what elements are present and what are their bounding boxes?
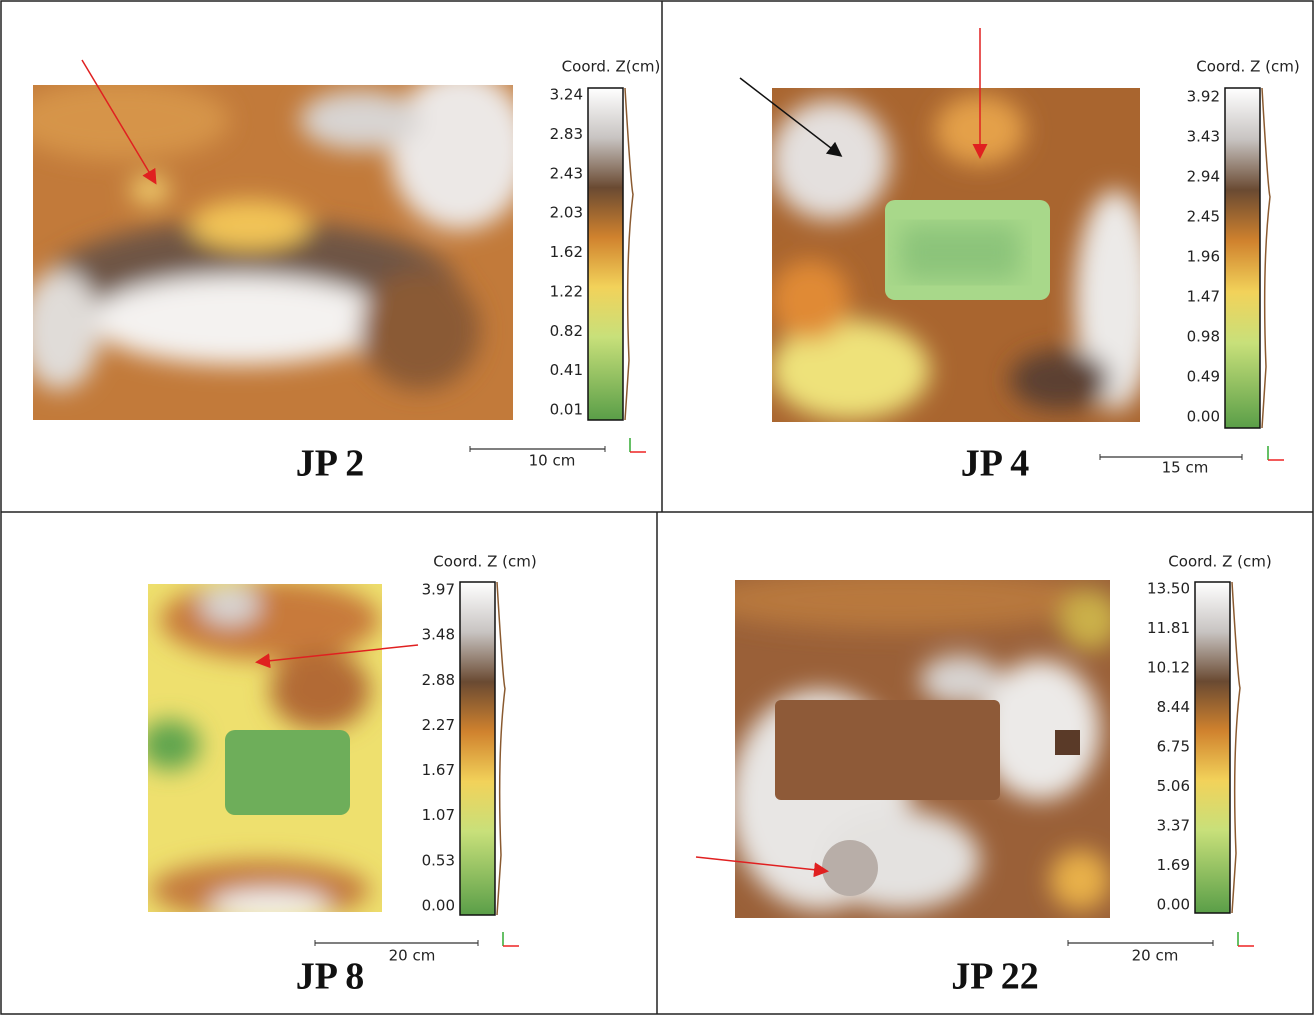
scale-tick: 3.43: [1187, 128, 1220, 146]
scale-tick: 2.27: [422, 716, 455, 734]
scale-tick: 0.41: [550, 361, 583, 379]
panel-label: JP 2: [296, 443, 365, 485]
scale-tick: 0.98: [1187, 328, 1220, 346]
height-map: [700, 570, 1120, 918]
scale-tick: 1.22: [550, 282, 583, 300]
scale-tick: 2.88: [422, 671, 455, 689]
scale-title: Coord. Z (cm): [433, 553, 536, 571]
scale-tick: 3.92: [1187, 88, 1220, 106]
scale-tick: 6.75: [1157, 738, 1190, 756]
scale-title: Coord. Z (cm): [1196, 58, 1299, 76]
histogram: [1232, 582, 1240, 913]
panel-label: JP 8: [296, 956, 365, 998]
height-map: [10, 70, 530, 420]
scale-tick: 8.44: [1157, 698, 1190, 716]
color-bar: [1225, 88, 1260, 428]
color-bar: [460, 582, 495, 915]
scale-bar-label: 15 cm: [1162, 459, 1209, 477]
histogram: [497, 582, 505, 915]
color-bar: [588, 88, 623, 420]
panel-label: JP 4: [961, 443, 1030, 485]
scale-tick: 0.53: [422, 851, 455, 869]
panel-label: JP 22: [951, 956, 1039, 998]
scale-tick: 1.47: [1187, 288, 1220, 306]
scale-tick: 1.07: [422, 806, 455, 824]
scale-tick: 2.03: [550, 204, 583, 222]
scale-tick: 1.62: [550, 243, 583, 261]
scale-tick: 0.00: [422, 897, 455, 915]
histogram: [625, 88, 633, 420]
scale-tick: 3.37: [1157, 817, 1190, 835]
scale-tick: 1.96: [1187, 248, 1220, 266]
scale-tick: 5.06: [1157, 777, 1190, 795]
scale-tick: 3.48: [422, 626, 455, 644]
scale-tick: 1.69: [1157, 856, 1190, 874]
scale-title: Coord. Z(cm): [562, 58, 661, 76]
histogram: [1262, 88, 1270, 428]
scale-tick: 3.97: [422, 581, 455, 599]
scale-tick: 0.01: [550, 401, 583, 419]
scale-tick: 2.94: [1187, 168, 1220, 186]
scale-tick: 10.12: [1147, 659, 1190, 677]
scale-tick: 0.00: [1187, 408, 1220, 426]
scale-bar-label: 20 cm: [1132, 947, 1179, 965]
figure: Coord. Z(cm) 3.24 2.83 2.43 2.03 1.62 1.22 0.82…: [0, 0, 1314, 1015]
scale-title: Coord. Z (cm): [1168, 553, 1271, 571]
scale-tick: 0.00: [1157, 896, 1190, 914]
color-bar: [1195, 582, 1230, 913]
scale-tick: 1.67: [422, 761, 455, 779]
scale-tick: 0.49: [1187, 368, 1220, 386]
scale-bar-label: 10 cm: [529, 452, 576, 470]
scale-tick: 2.83: [550, 125, 583, 143]
scale-tick: 3.24: [550, 86, 583, 104]
scale-tick: 2.43: [550, 164, 583, 182]
scale-tick: 0.82: [550, 322, 583, 340]
height-map: [770, 88, 1155, 422]
scale-tick: 11.81: [1147, 619, 1190, 637]
height-map: [140, 580, 382, 920]
scale-bar-label: 20 cm: [389, 947, 436, 965]
scale-tick: 13.50: [1147, 580, 1190, 598]
scale-tick: 2.45: [1187, 208, 1220, 226]
